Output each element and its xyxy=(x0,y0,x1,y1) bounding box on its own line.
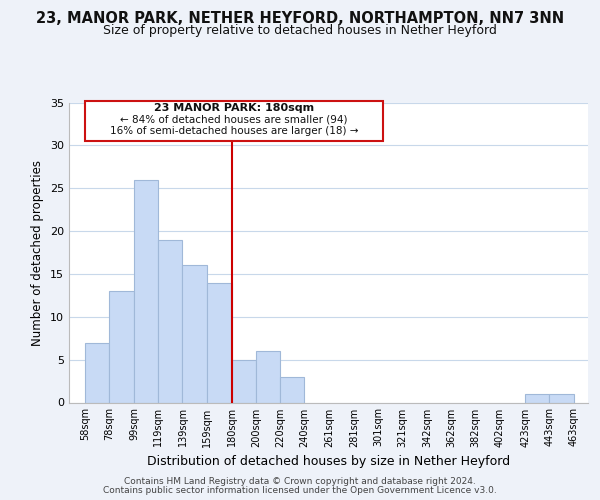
Bar xyxy=(550,394,574,402)
Text: 23 MANOR PARK: 180sqm: 23 MANOR PARK: 180sqm xyxy=(154,103,314,113)
Text: Size of property relative to detached houses in Nether Heyford: Size of property relative to detached ho… xyxy=(103,24,497,37)
Bar xyxy=(525,394,550,402)
Text: ← 84% of detached houses are smaller (94): ← 84% of detached houses are smaller (94… xyxy=(120,114,347,124)
Bar xyxy=(256,351,280,403)
Bar xyxy=(232,360,256,403)
Y-axis label: Number of detached properties: Number of detached properties xyxy=(31,160,44,346)
Bar xyxy=(109,291,134,403)
Bar xyxy=(280,377,304,402)
X-axis label: Distribution of detached houses by size in Nether Heyford: Distribution of detached houses by size … xyxy=(147,455,510,468)
Bar xyxy=(182,266,206,402)
Text: Contains HM Land Registry data © Crown copyright and database right 2024.: Contains HM Land Registry data © Crown c… xyxy=(124,477,476,486)
Text: 16% of semi-detached houses are larger (18) →: 16% of semi-detached houses are larger (… xyxy=(110,126,358,136)
Bar xyxy=(134,180,158,402)
Text: Contains public sector information licensed under the Open Government Licence v3: Contains public sector information licen… xyxy=(103,486,497,495)
FancyBboxPatch shape xyxy=(85,101,383,141)
Bar xyxy=(85,342,109,402)
Bar xyxy=(206,282,232,403)
Text: 23, MANOR PARK, NETHER HEYFORD, NORTHAMPTON, NN7 3NN: 23, MANOR PARK, NETHER HEYFORD, NORTHAMP… xyxy=(36,11,564,26)
Bar xyxy=(158,240,182,402)
